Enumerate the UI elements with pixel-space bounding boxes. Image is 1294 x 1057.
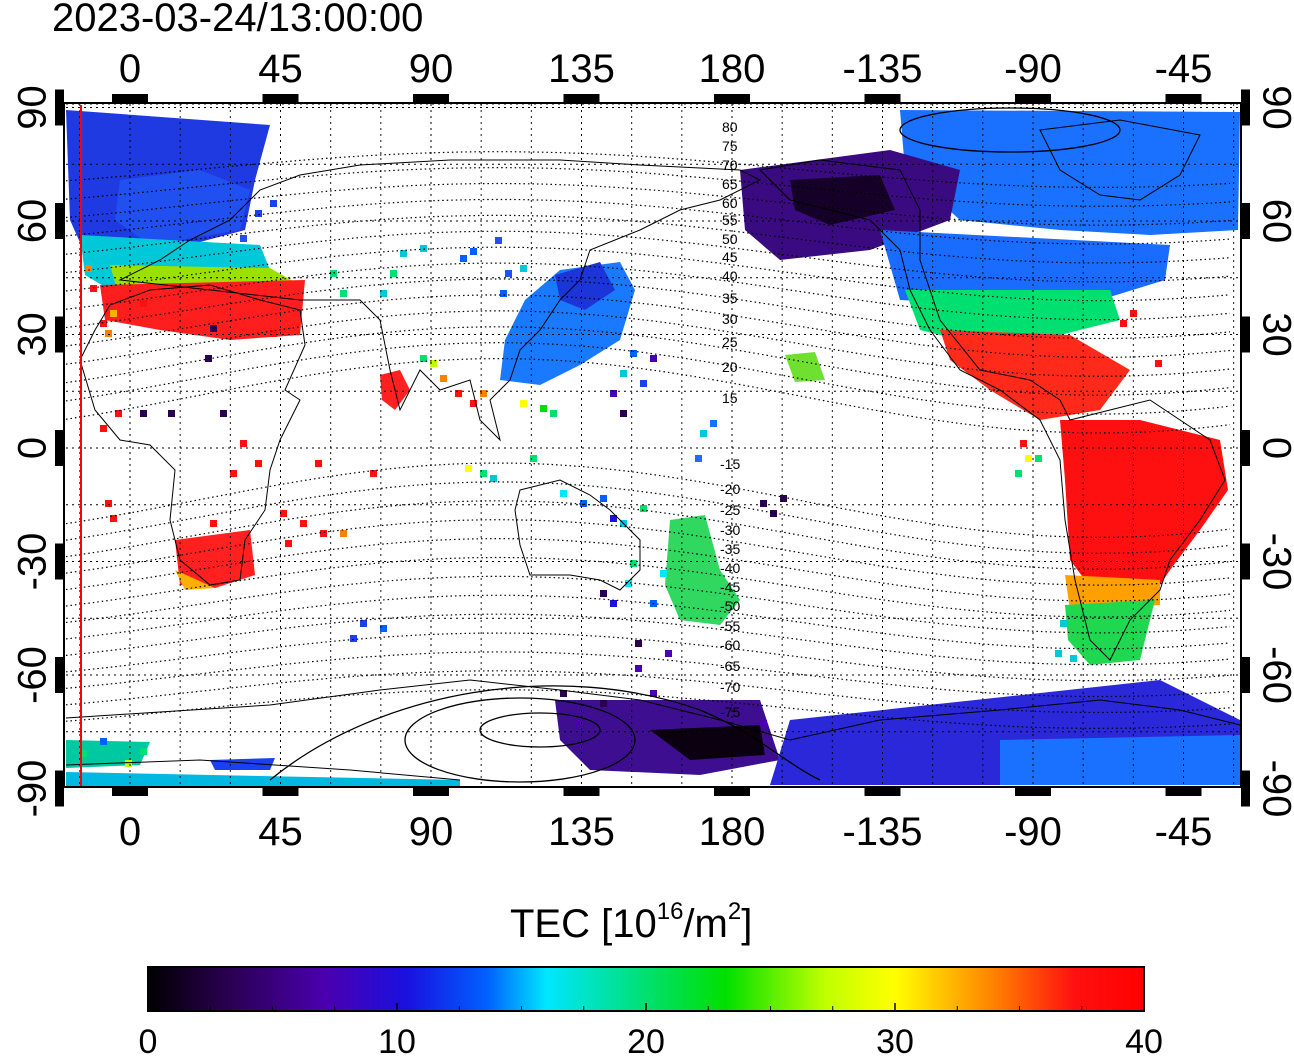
mlat-label: -75 [720, 704, 740, 720]
lat-tick-right: 60 [1254, 199, 1294, 244]
colorbar-title: TEC [1016/m2] [510, 898, 753, 946]
lon-tick-bottom: -135 [842, 810, 922, 854]
coastlines [65, 119, 1241, 781]
mlat-label: 40 [722, 268, 738, 284]
tec-region-antarctic-dark [650, 725, 765, 760]
lon-tick-bottom: 45 [258, 810, 303, 854]
mlat-label: 20 [722, 359, 738, 375]
lat-tick-left: 30 [11, 312, 55, 357]
colorbar-tick-label: 40 [1125, 1023, 1163, 1057]
mlat-label: -60 [720, 637, 740, 653]
frame-ticks [55, 89, 1250, 807]
axis-labels: 0045459090135135180180-135-135-90-90-45-… [11, 47, 1294, 854]
tec-scattered-pixels [80, 200, 1237, 767]
mlat-label: 60 [722, 195, 738, 211]
tec-region-south-america [1060, 420, 1228, 600]
lat-tick-left: 90 [11, 85, 55, 130]
tec-region-alaska-dark [790, 175, 895, 225]
mlat-label: 25 [722, 334, 738, 350]
colorbar-tick-label: 0 [139, 1023, 158, 1057]
mlat-label: -20 [720, 481, 740, 497]
lon-tick-top: 0 [119, 47, 141, 91]
lat-tick-left: 0 [11, 437, 55, 459]
lat-tick-right: -30 [1254, 533, 1294, 591]
tec-data-layer [66, 110, 1240, 787]
tec-region-canada-south [880, 230, 1170, 305]
mlat-label: 50 [722, 231, 738, 247]
lat-tick-left: -30 [11, 533, 55, 591]
tec-region-usa [905, 290, 1120, 340]
mlat-label: 15 [722, 390, 738, 406]
mlat-label: -40 [720, 560, 740, 576]
mlat-label: 35 [722, 290, 738, 306]
tec-region-south-indian [210, 758, 275, 770]
lon-tick-bottom: 135 [548, 810, 615, 854]
magnetic-pole-contours [269, 107, 1121, 783]
lon-tick-bottom: -45 [1155, 810, 1213, 854]
colorbar-ticks: 0 10 20 30 40 [139, 1003, 1163, 1057]
mlat-label: -15 [720, 456, 740, 472]
lat-tick-left: -90 [11, 760, 55, 818]
tec-region-nz [665, 515, 740, 625]
lon-tick-top: 180 [699, 47, 766, 91]
mlat-label: 45 [722, 249, 738, 265]
lon-tick-top: -90 [1004, 47, 1062, 91]
colorbar-tick-label: 30 [876, 1023, 914, 1057]
mlat-label: -55 [720, 618, 740, 634]
mlat-label: -25 [720, 502, 740, 518]
mlat-label: -65 [720, 658, 740, 674]
colorbar-tick-label: 10 [378, 1023, 416, 1057]
mlat-label: 75 [722, 138, 738, 154]
mlat-label: 30 [722, 311, 738, 327]
lat-tick-right: 0 [1254, 437, 1294, 459]
mlat-label: 55 [722, 212, 738, 228]
lon-tick-bottom: 90 [409, 810, 454, 854]
lon-tick-top: 45 [258, 47, 303, 91]
colorbar-tick-label: 20 [627, 1023, 665, 1057]
mlat-label: 65 [722, 176, 738, 192]
mlat-label: -35 [720, 541, 740, 557]
lat-tick-right: 90 [1254, 85, 1294, 130]
tec-region-south-africa-edge [175, 570, 215, 590]
tec-region-scandinavia [115, 170, 250, 245]
tec-region-hawaii [785, 352, 825, 382]
mlat-label: 80 [722, 119, 738, 135]
lon-tick-top: 90 [409, 47, 454, 91]
tec-region-south-africa [175, 530, 255, 588]
lon-tick-top: 135 [548, 47, 615, 91]
mlat-label: -30 [720, 522, 740, 538]
mlat-label: -70 [720, 679, 740, 695]
lon-tick-top: -45 [1155, 47, 1213, 91]
lat-tick-left: -60 [11, 646, 55, 704]
lon-tick-bottom: -90 [1004, 810, 1062, 854]
lon-tick-bottom: 180 [699, 810, 766, 854]
tec-region-patagonia [1065, 600, 1155, 665]
lat-tick-right: -60 [1254, 646, 1294, 704]
tec-region-arctic-canada [900, 110, 1240, 235]
mlat-label: -45 [720, 579, 740, 595]
tec-region-south-pole-strip [66, 772, 460, 787]
lon-tick-bottom: 0 [119, 810, 141, 854]
lat-tick-right: 30 [1254, 312, 1294, 357]
lon-tick-top: -135 [842, 47, 922, 91]
mlat-label: -50 [720, 598, 740, 614]
mlat-label: 70 [722, 157, 738, 173]
tec-region-antarctic-east-light [1000, 735, 1240, 785]
lat-tick-left: 60 [11, 199, 55, 244]
tec-region-japan [555, 262, 615, 310]
map-timestamp: 2023-03-24/13:00:00 [52, 0, 424, 40]
lat-tick-right: -90 [1254, 760, 1294, 818]
